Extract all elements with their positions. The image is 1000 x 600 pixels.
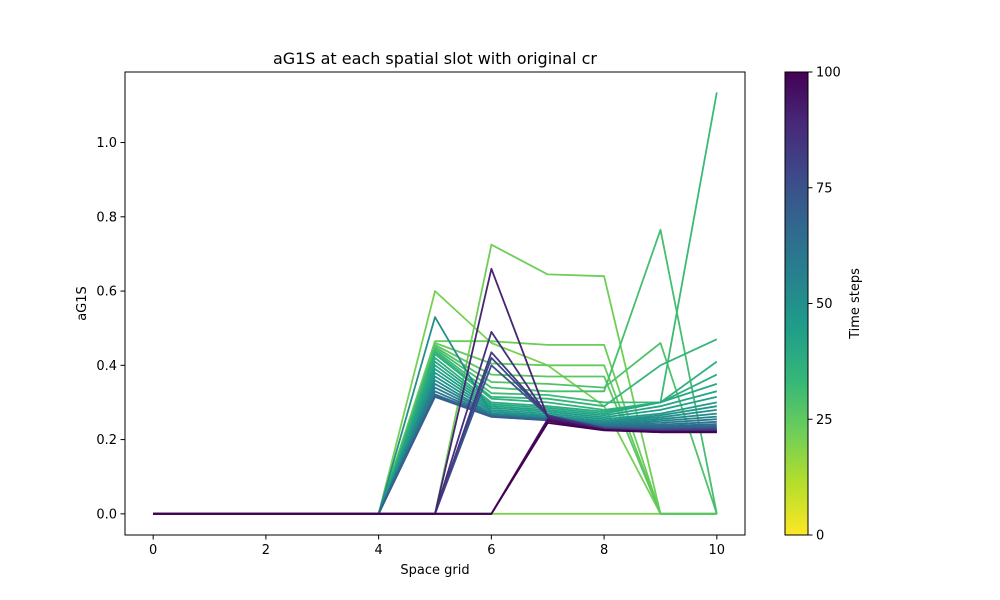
- y-tick-label: 0.2: [96, 433, 117, 448]
- colorbar-tick-label: 0: [816, 529, 824, 544]
- x-tick-label: 2: [262, 543, 270, 558]
- x-tick-label: 10: [709, 543, 726, 558]
- y-tick-label: 0.0: [96, 507, 117, 522]
- colorbar-tick-label: 100: [816, 66, 841, 81]
- colorbar-ticks: 0 25 50 75 100: [808, 66, 841, 544]
- y-axis-label: aG1S: [75, 286, 90, 321]
- plot-area: 0 2 4 6 8 10 0.0 0.2 0.4 0.6 0.8 1.0: [96, 71, 746, 558]
- series-line-t100: [153, 421, 717, 515]
- y-tick-label: 0.4: [96, 359, 117, 374]
- colorbar-tick-label: 50: [816, 297, 833, 312]
- y-tick-label: 0.6: [96, 285, 117, 300]
- x-tick-label: 6: [487, 543, 495, 558]
- colorbar: 0 25 50 75 100 Time steps: [784, 66, 863, 544]
- x-tick-label: 8: [600, 543, 608, 558]
- colorbar-gradient: [784, 71, 809, 536]
- x-tick-label: 0: [149, 543, 157, 558]
- chart-title: aG1S at each spatial slot with original …: [273, 49, 597, 68]
- y-tick-label: 0.8: [96, 210, 117, 225]
- x-axis-label: Space grid: [400, 563, 469, 578]
- plot-frame: [124, 71, 746, 536]
- colorbar-label: Time steps: [848, 268, 863, 340]
- x-tick-label: 4: [374, 543, 382, 558]
- colorbar-tick-label: 75: [816, 181, 833, 196]
- x-axis-ticks: 0 2 4 6 8 10: [149, 535, 725, 558]
- y-tick-label: 1.0: [96, 136, 117, 151]
- colorbar-tick-label: 25: [816, 413, 833, 428]
- y-axis-ticks: 0.0 0.2 0.4 0.6 0.8 1.0: [96, 136, 125, 522]
- series-layer: [153, 92, 718, 515]
